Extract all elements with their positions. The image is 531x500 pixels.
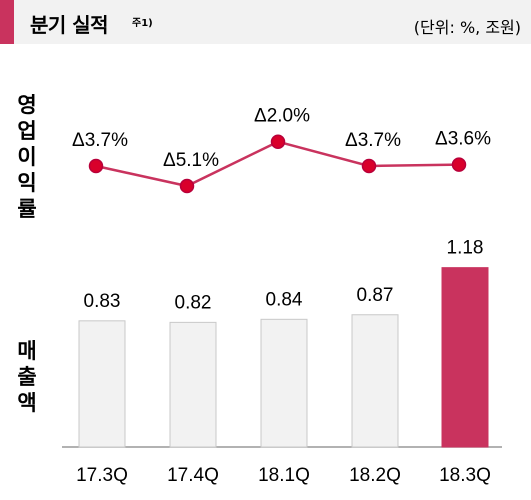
x-tick-label: 18.2Q (349, 465, 401, 486)
operating-margin-point (179, 178, 195, 194)
operating-margin-label-char: 업 (17, 119, 37, 143)
sales-bar (169, 321, 217, 448)
operating-margin-data-label: Δ2.0% (254, 106, 310, 127)
operating-margin-point (88, 158, 104, 174)
sales-data-label: 0.84 (266, 289, 303, 310)
x-tick-label: 18.3Q (439, 465, 491, 486)
operating-margin-point (451, 157, 467, 172)
title-footnote: 주1) (132, 18, 153, 29)
sales-label-char: 출 (17, 365, 37, 389)
sales-data-label: 1.18 (447, 238, 484, 259)
operating-margin-label-char: 률 (17, 197, 37, 221)
header-bar: 분기 실적 주1) (단위: %, 조원) (0, 0, 531, 44)
operating-margin-point (270, 134, 286, 149)
sales-bar (441, 267, 489, 448)
sales-label-char: 매 (17, 339, 37, 363)
operating-margin-data-label: Δ5.1% (163, 150, 219, 171)
sales-bar (260, 318, 308, 448)
x-tick-label: 17.3Q (76, 465, 128, 486)
operating-margin-label-char: 영 (17, 93, 37, 117)
sales-data-label: 0.82 (175, 292, 212, 313)
sales-bar (351, 314, 399, 448)
x-tick-label: 18.1Q (258, 465, 310, 486)
operating-margin-axis-label: 영 업 이 익 률 (14, 92, 40, 222)
unit-label: (단위: %, 조원) (413, 18, 521, 37)
sales-bar (78, 320, 126, 448)
operating-margin-data-label: Δ3.7% (72, 130, 128, 151)
sales-data-label: 0.87 (357, 285, 394, 306)
operating-margin-data-label: Δ3.6% (435, 129, 491, 150)
operating-margin-label-char: 익 (17, 171, 37, 195)
sales-label-char: 액 (17, 391, 37, 415)
x-tick-label: 17.4Q (167, 465, 219, 486)
sales-axis-label: 매 출 액 (14, 338, 40, 416)
operating-margin-label-char: 이 (17, 145, 37, 169)
operating-margin-point (361, 158, 377, 174)
sales-data-label: 0.83 (84, 291, 121, 312)
operating-margin-data-label: Δ3.7% (345, 130, 401, 151)
header-accent-bar (0, 0, 14, 44)
chart-title: 분기 실적 (30, 13, 109, 37)
